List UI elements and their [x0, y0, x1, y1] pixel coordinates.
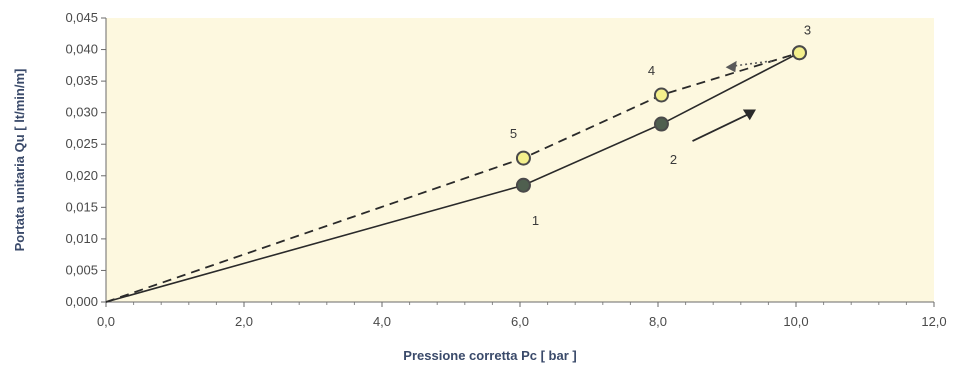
x-tick-label: 6,0: [511, 314, 529, 329]
y-tick-label: 0,025: [65, 136, 98, 151]
x-tick-label: 0,0: [97, 314, 115, 329]
loading-arrow: [692, 113, 749, 142]
x-tick-label: 8,0: [649, 314, 667, 329]
x-tick-label: 12,0: [921, 314, 946, 329]
y-tick-label: 0,040: [65, 42, 98, 57]
series-1-point: [515, 177, 531, 193]
x-axis-title: Pressione corretta Pc [ bar ]: [403, 348, 576, 363]
point-label-4: 4: [648, 63, 655, 78]
series-2-point: [653, 87, 669, 103]
point-label-2: 2: [670, 152, 677, 167]
direction-arrows: [692, 60, 772, 142]
x-axis-ticks: 0,0 2,0 4,0 6,0 8,0 10,0 12,0: [97, 302, 947, 329]
x-tick-label: 2,0: [235, 314, 253, 329]
series-2-point: [515, 150, 531, 166]
series-2-point: [791, 45, 807, 61]
y-tick-label: 0,020: [65, 168, 98, 183]
y-tick-label: 0,000: [65, 294, 98, 309]
y-axis-ticks: 0,000 0,005 0,010 0,015 0,020 0,025 0,030 0,035…: [65, 10, 106, 309]
y-tick-label: 0,035: [65, 73, 98, 88]
point-label-3: 3: [804, 23, 811, 38]
y-tick-label: 0,010: [65, 231, 98, 246]
series-line-2: [105, 51, 800, 303]
series-line-1: [105, 52, 800, 303]
series-1-point: [653, 116, 669, 132]
x-tick-label: 4,0: [373, 314, 391, 329]
unloading-arrow: [733, 60, 772, 67]
y-tick-label: 0,005: [65, 262, 98, 277]
x-tick-label: 10,0: [783, 314, 808, 329]
point-labels: 1 2 3 4 5: [510, 23, 811, 229]
point-label-5: 5: [510, 126, 517, 141]
y-tick-label: 0,030: [65, 105, 98, 120]
point-label-1: 1: [532, 213, 539, 228]
unloading-arrow-head: [725, 60, 737, 73]
y-axis-title: Portata unitaria Qu [ lt/min/m]: [12, 69, 27, 252]
y-tick-label: 0,045: [65, 10, 98, 25]
loading-arrow-head: [742, 109, 756, 121]
y-tick-label: 0,015: [65, 199, 98, 214]
series-layer: [105, 45, 807, 303]
